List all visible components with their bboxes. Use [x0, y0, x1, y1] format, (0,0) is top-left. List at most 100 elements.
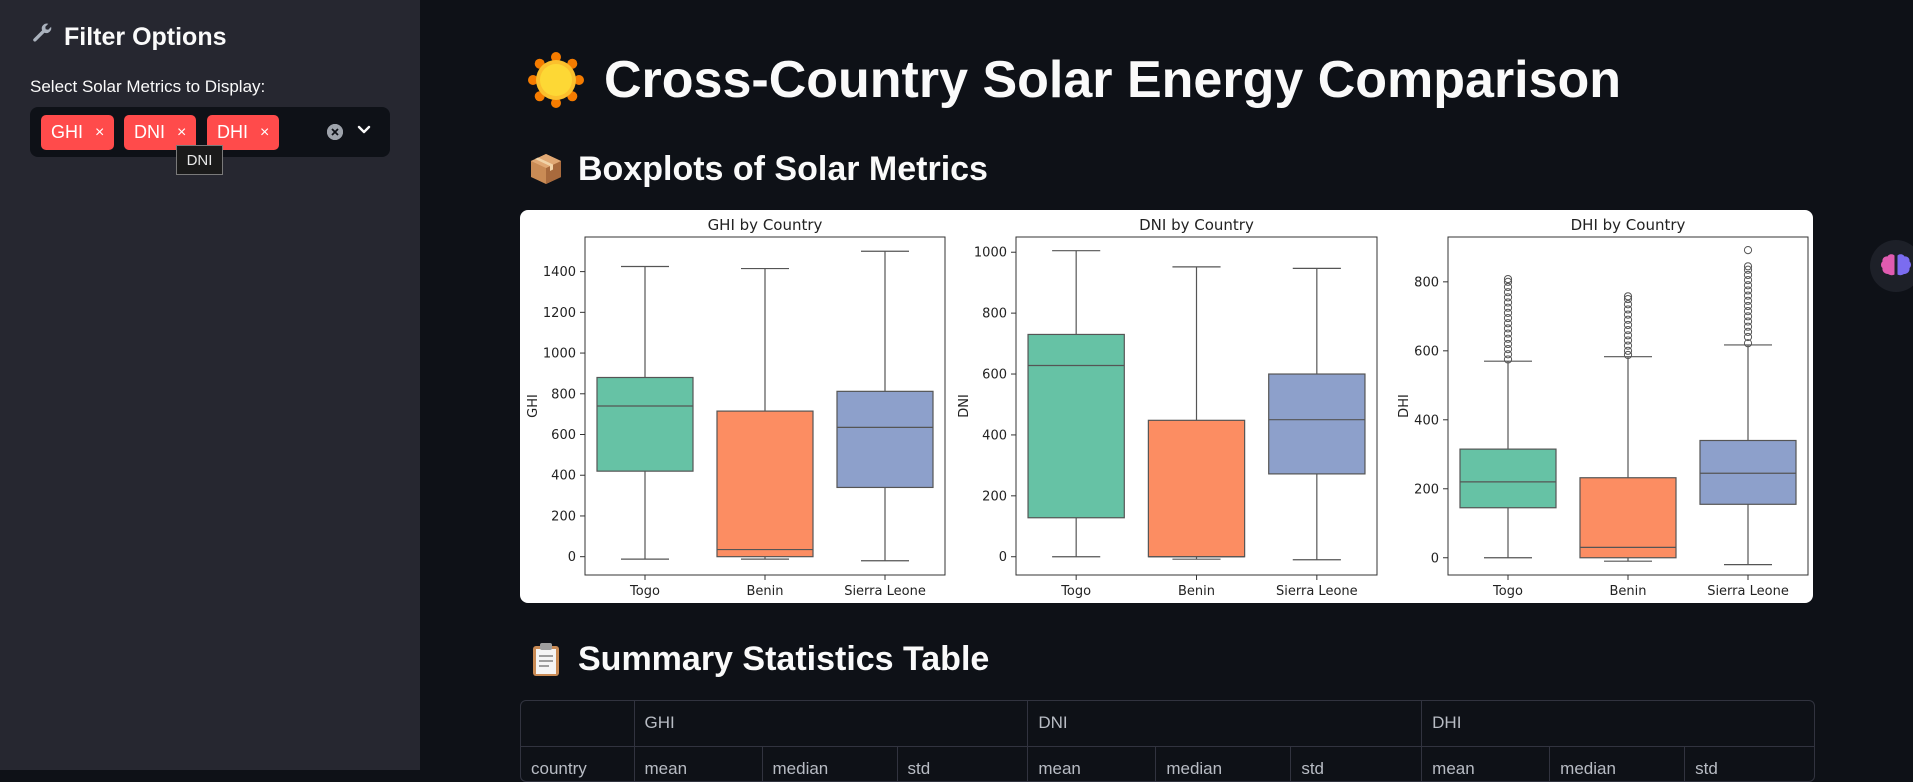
outlier-point	[1623, 292, 1633, 301]
y-tick-label: 1400	[543, 265, 576, 280]
outlier-point	[1623, 320, 1633, 330]
y-tick-label: 1000	[974, 246, 1007, 261]
box	[716, 410, 814, 558]
box	[836, 390, 934, 489]
page-title: Cross-Country Solar Energy Comparison	[604, 51, 1622, 109]
x-tick-label: Togo	[629, 584, 660, 599]
page-title-row: Cross-Country Solar Energy Comparison	[528, 44, 1621, 116]
brain-icon	[1881, 254, 1911, 276]
boxplot-svg: GHI by Country 0 200 400 600 800 1000 1200 1400 G…	[526, 216, 1809, 599]
table-subheader-row: country mean median std mean median std …	[521, 746, 1814, 781]
chart-title: DHI by Country	[1571, 216, 1686, 234]
outlier-point	[1623, 336, 1633, 345]
table-header-row: GHI DNI DHI	[521, 701, 1814, 747]
y-tick-label: 1000	[543, 347, 576, 362]
box	[1579, 477, 1677, 559]
outlier-point	[1503, 350, 1513, 359]
outlier-point	[1503, 339, 1513, 349]
plot-frame	[1447, 236, 1809, 576]
table-subheader-cell: std	[1684, 746, 1814, 781]
outlier-point	[1743, 270, 1753, 280]
x-tick-label: Sierra Leone	[1276, 584, 1358, 599]
outlier-point	[1623, 294, 1633, 304]
x-tick-label: Togo	[1492, 584, 1523, 599]
sun-icon	[528, 52, 584, 108]
outlier-point	[1743, 339, 1753, 348]
table-subheader-cell: mean	[634, 746, 763, 781]
tag-label: GHI	[51, 122, 84, 142]
outlier-point	[1503, 308, 1513, 317]
summary-heading-row: Summary Statistics Table	[528, 636, 989, 682]
sidebar-title: Filter Options	[64, 22, 227, 51]
outlier-point	[1503, 334, 1513, 343]
metrics-select-label: Select Solar Metrics to Display:	[30, 77, 266, 96]
outlier-point	[1623, 310, 1633, 319]
outlier-point	[1743, 286, 1753, 295]
outlier-point	[1503, 313, 1513, 323]
table-subheader-cell: country	[521, 746, 635, 781]
outlier-point	[1743, 296, 1753, 305]
table-subheader-cell: median	[1549, 746, 1686, 781]
outlier-point	[1743, 276, 1753, 285]
outlier-point	[1743, 265, 1753, 274]
outlier-point	[1503, 274, 1513, 284]
outlier-point	[1743, 262, 1753, 271]
tag-dhi: DHI ×	[207, 115, 280, 150]
y-tick-label: 0	[568, 550, 576, 565]
x-tick-label: Benin	[1609, 584, 1646, 599]
table-header-cell: DNI	[1027, 701, 1423, 747]
outlier-point	[1503, 324, 1513, 333]
table-subheader-cell: std	[1290, 746, 1423, 781]
plot-frame	[1015, 236, 1378, 576]
box	[1027, 333, 1125, 519]
outlier-point	[1623, 315, 1633, 324]
x-tick-label: Sierra Leone	[844, 584, 926, 599]
package-icon	[528, 151, 564, 187]
outlier-point	[1743, 317, 1753, 326]
outlier-point	[1743, 281, 1753, 290]
y-tick-label: 800	[551, 387, 576, 402]
y-tick-label: 600	[982, 368, 1007, 383]
boxplot-figure: GHI by Country 0 200 400 600 800 1000 1200 1400 G…	[520, 210, 1813, 603]
box	[1268, 373, 1366, 475]
plot-frame	[584, 236, 946, 576]
outlier-point	[1503, 282, 1513, 292]
chart-title: DNI by Country	[1139, 216, 1254, 234]
assistant-button[interactable]	[1870, 240, 1913, 292]
chevron-down-icon[interactable]	[354, 120, 374, 145]
outlier-point	[1623, 341, 1633, 350]
tag-label: DNI	[134, 122, 165, 142]
table-subheader-cell: std	[897, 746, 1029, 781]
tag-ghi: GHI ×	[41, 115, 115, 150]
outlier-point	[1503, 298, 1513, 307]
y-tick-label: 400	[551, 469, 576, 484]
y-tick-label: 800	[1414, 275, 1439, 290]
clear-all-icon[interactable]	[327, 124, 343, 140]
remove-tag-icon[interactable]: ×	[177, 123, 187, 141]
outlier-point	[1623, 346, 1633, 355]
outlier-point	[1503, 344, 1513, 354]
outlier-point	[1743, 307, 1753, 316]
remove-tag-icon[interactable]: ×	[95, 123, 105, 141]
y-tick-label: 200	[551, 509, 576, 524]
outlier-point	[1623, 300, 1633, 309]
outlier-point	[1743, 327, 1753, 336]
table-header-cell: DHI	[1421, 701, 1814, 747]
metrics-multiselect[interactable]: GHI × DNI × DHI ×	[30, 107, 390, 157]
remove-tag-icon[interactable]: ×	[260, 123, 270, 141]
outlier-point	[1623, 305, 1633, 314]
y-tick-label: 400	[982, 428, 1007, 443]
table-subheader-cell: mean	[1027, 746, 1157, 781]
tooltip: DNI	[176, 145, 223, 175]
outlier-point	[1503, 319, 1513, 328]
box	[1699, 439, 1797, 505]
x-tick-label: Benin	[746, 584, 783, 599]
tag-dni: DNI ×	[124, 115, 197, 150]
outlier-point	[1743, 312, 1753, 321]
y-axis-label: DHI	[1397, 394, 1412, 418]
table-subheader-cell: median	[762, 746, 898, 781]
y-tick-label: 0	[999, 550, 1007, 565]
tag-label: DHI	[217, 122, 248, 142]
outlier-point	[1503, 277, 1513, 286]
y-tick-label: 1200	[543, 306, 576, 321]
